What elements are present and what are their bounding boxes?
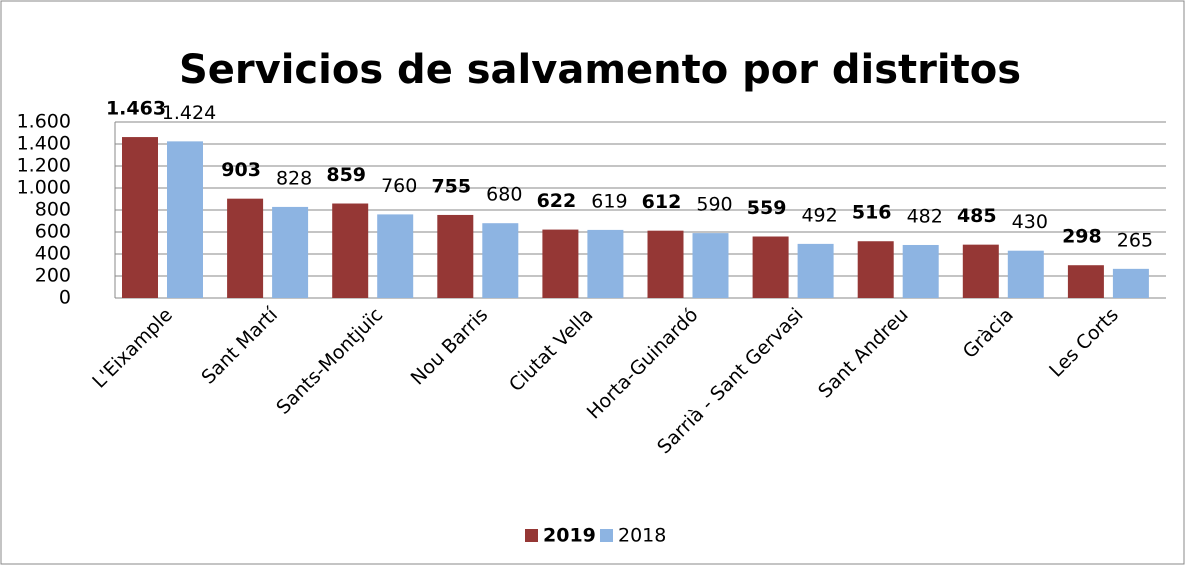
data-label: 619 — [591, 190, 627, 212]
y-tick-label: 200 — [35, 265, 71, 287]
bar — [857, 241, 894, 298]
bar — [332, 203, 369, 298]
bar — [167, 141, 203, 298]
data-label: 622 — [537, 190, 577, 212]
data-label: 265 — [1117, 229, 1153, 251]
data-label: 1.463 — [106, 98, 166, 120]
data-label: 516 — [852, 202, 892, 224]
data-label: 760 — [381, 175, 417, 197]
data-label: 492 — [801, 204, 837, 226]
data-label: 482 — [907, 205, 943, 227]
bar — [902, 244, 939, 298]
data-label: 828 — [276, 167, 312, 189]
bar — [272, 206, 309, 298]
bar — [1112, 268, 1149, 298]
y-tick-label: 0 — [59, 287, 71, 309]
bar — [587, 229, 624, 298]
bar — [692, 233, 729, 298]
y-tick-label: 400 — [35, 243, 71, 265]
y-tick-label: 1.400 — [17, 133, 71, 155]
bar — [1067, 265, 1104, 298]
data-label: 590 — [696, 194, 732, 216]
chart-title: Servicios de salvamento por distritos — [179, 47, 1021, 93]
data-label: 298 — [1062, 226, 1102, 248]
data-label: 903 — [221, 159, 261, 181]
data-label: 612 — [642, 191, 682, 213]
legend-swatch — [600, 529, 613, 542]
y-tick-label: 800 — [35, 199, 71, 221]
bar — [962, 244, 999, 298]
bar — [227, 198, 264, 298]
y-tick-label: 1.200 — [17, 155, 71, 177]
y-tick-label: 1.600 — [17, 111, 71, 133]
bar — [752, 236, 789, 298]
bar — [437, 214, 474, 298]
y-tick-label: 600 — [35, 221, 71, 243]
bar — [482, 223, 519, 298]
y-tick-label: 1.000 — [17, 177, 71, 199]
bar — [797, 243, 834, 298]
legend-label: 2018 — [618, 525, 666, 547]
bar — [647, 230, 684, 298]
bar — [1007, 250, 1044, 298]
bar — [377, 214, 414, 298]
data-label: 430 — [1012, 211, 1048, 233]
bar — [542, 229, 579, 298]
data-label: 485 — [957, 205, 997, 227]
legend-swatch — [525, 529, 538, 542]
data-label: 680 — [486, 184, 522, 206]
data-label: 859 — [326, 164, 366, 186]
legend-label: 2019 — [543, 525, 596, 547]
data-label: 559 — [747, 197, 787, 219]
data-label: 755 — [431, 175, 471, 197]
data-label: 1.424 — [162, 102, 216, 124]
bar — [122, 137, 158, 298]
